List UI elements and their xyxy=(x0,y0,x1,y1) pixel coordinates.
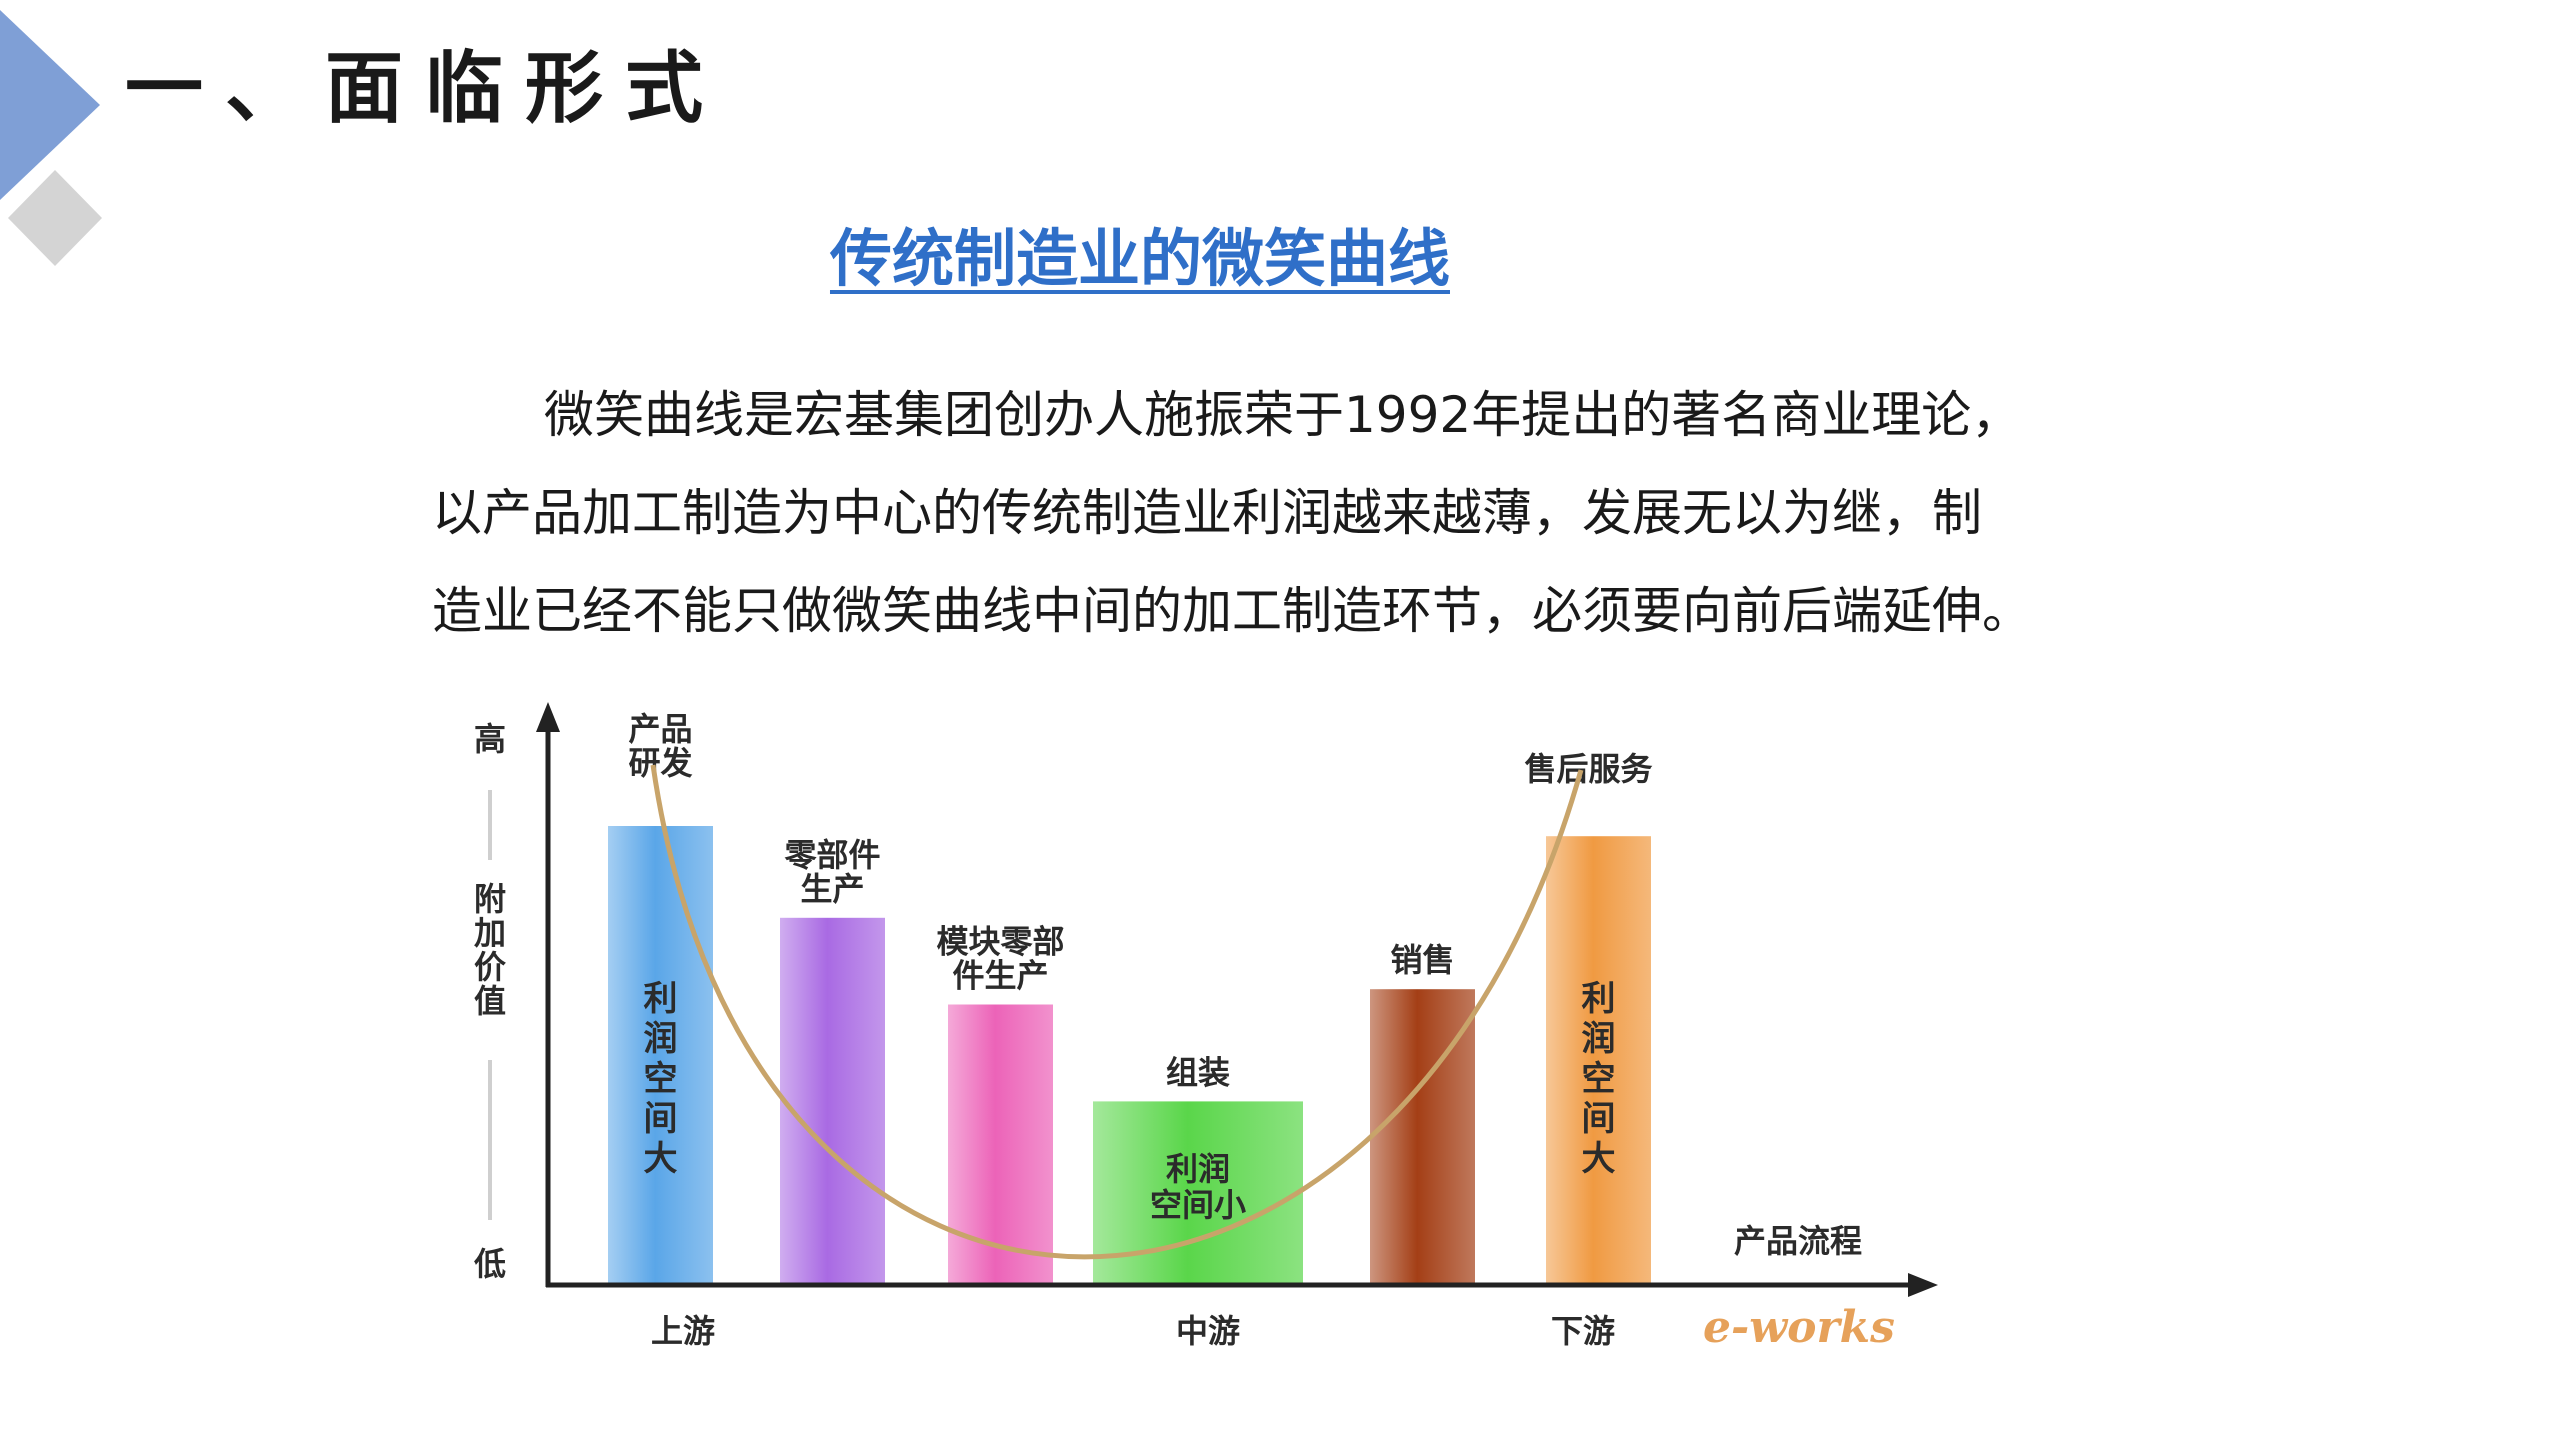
bar xyxy=(608,826,713,1285)
smile-curve xyxy=(650,764,1584,1260)
bar-inner-annotation-char: 利 xyxy=(644,979,678,1019)
bar-inner-annotation-char: 利 xyxy=(1582,979,1616,1019)
y-axis-high-label: 高 xyxy=(474,720,506,758)
paragraph-line: 造业已经不能只做微笑曲线中间的加工制造环节，必须要向前后端延伸。 xyxy=(432,582,2032,640)
y-axis-title-char: 价 xyxy=(474,948,506,986)
bar-label: 零部件 xyxy=(784,836,880,874)
corner-decoration xyxy=(0,10,102,266)
y-axis-low-label: 低 xyxy=(474,1245,506,1283)
bar-inner-annotation-char: 空 xyxy=(644,1059,678,1099)
y-axis-title-char: 附 xyxy=(474,880,506,918)
bar-label: 模块零部 xyxy=(936,923,1064,961)
stage-label: 中游 xyxy=(1176,1312,1240,1350)
smile-curve-chart: 产品 研发 零部件 生产 模块零部 件生产 组装 销售 售后服务利润空间大利润空间大利润 空间小高… xyxy=(418,660,1988,1370)
paragraph-line: 以产品加工制造为中心的传统制造业利润越来越薄，发展无以为继，制 xyxy=(432,484,1982,542)
bar xyxy=(1546,836,1651,1285)
bar-inner-annotation-char: 润 xyxy=(1582,1019,1616,1059)
section-subtitle: 传统制造业的微笑曲线 xyxy=(829,222,1450,295)
gray-diamond-decoration xyxy=(8,170,102,266)
bar-label: 件生产 xyxy=(952,957,1048,995)
bar xyxy=(948,1004,1053,1285)
x-axis-arrow xyxy=(1908,1273,1938,1297)
bar xyxy=(780,917,885,1285)
bar-label: 售后服务 xyxy=(1524,750,1652,788)
bar-label: 产品 xyxy=(628,710,692,748)
bar-inner-annotation-char: 大 xyxy=(644,1139,678,1179)
x-axis-title: 产品流程 xyxy=(1734,1222,1862,1260)
bar-inner-annotation-char: 空 xyxy=(1582,1059,1616,1099)
paragraph-line: 微笑曲线是宏基集团创办人施振荣于1992年提出的著名商业理论， xyxy=(544,386,2022,444)
eworks-watermark-logo: e-works xyxy=(1703,1302,1895,1353)
bar-label: 研发 xyxy=(628,744,692,782)
bar-inner-annotation: 空间小 xyxy=(1150,1186,1246,1224)
bar-inner-annotation: 利润 xyxy=(1166,1150,1230,1188)
blue-triangle-decoration xyxy=(0,10,100,200)
stage-label: 下游 xyxy=(1551,1312,1615,1350)
bar-label: 销售 xyxy=(1390,941,1454,979)
bar-label: 组装 xyxy=(1166,1053,1230,1091)
bar-inner-annotation-char: 润 xyxy=(644,1019,678,1059)
stage-label: 上游 xyxy=(651,1312,715,1350)
y-axis-arrow xyxy=(536,702,560,732)
body-paragraph: 微笑曲线是宏基集团创办人施振荣于1992年提出的著名商业理论， 以产品加工制造为… xyxy=(432,366,2152,660)
bar-inner-annotation-char: 大 xyxy=(1582,1139,1616,1179)
page-title: 一、面临形式 xyxy=(125,44,726,134)
y-axis-title-char: 加 xyxy=(474,914,506,952)
y-axis-title-char: 值 xyxy=(474,982,506,1020)
bar-inner-annotation-char: 间 xyxy=(1582,1099,1616,1139)
bar-inner-annotation-char: 间 xyxy=(644,1099,678,1139)
bar-label: 生产 xyxy=(800,870,864,908)
